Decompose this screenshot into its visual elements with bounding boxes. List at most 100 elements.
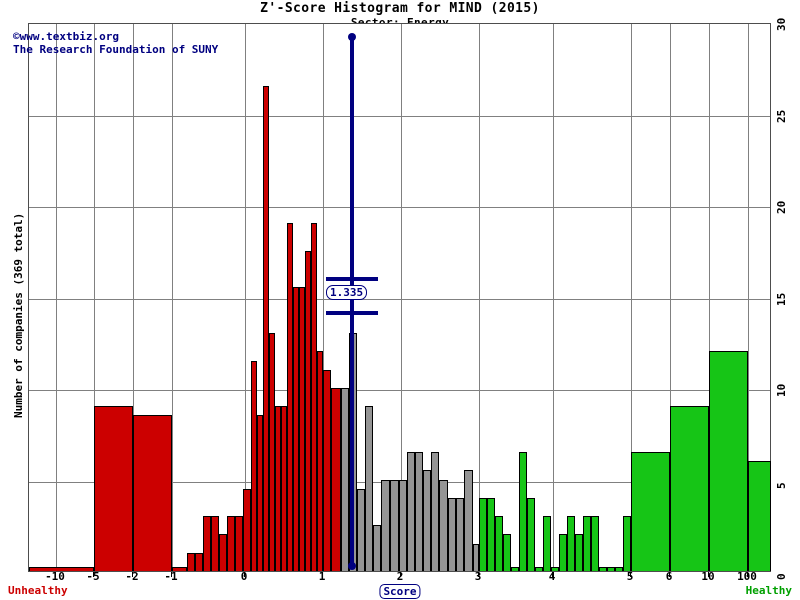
- histogram-bar: [211, 516, 219, 571]
- histogram-bar: [535, 567, 543, 571]
- histogram-bar: [583, 516, 591, 571]
- unhealthy-label: Unhealthy: [8, 584, 68, 597]
- x-axis-tick-mark: [669, 572, 670, 577]
- gridline-v: [479, 24, 480, 571]
- histogram-bar: [349, 333, 357, 571]
- x-axis-tick-mark: [400, 572, 401, 577]
- histogram-bar: [305, 250, 311, 571]
- histogram-bar: [670, 406, 709, 571]
- gridline-v: [323, 24, 324, 571]
- x-axis-tick-mark: [478, 572, 479, 577]
- histogram-bar: [227, 516, 235, 571]
- x-axis-tick-mark: [552, 572, 553, 577]
- histogram-bar: [219, 534, 227, 571]
- histogram-bar: [551, 567, 559, 571]
- x-axis-tick-mark: [132, 572, 133, 577]
- x-axis-tick-mark: [93, 572, 94, 577]
- histogram-bar: [357, 488, 365, 571]
- histogram-bar: [709, 351, 748, 571]
- histogram-bar: [464, 470, 473, 571]
- histogram-bar: [503, 534, 511, 571]
- histogram-bar: [495, 516, 503, 571]
- histogram-bar: [390, 479, 399, 571]
- y-axis-tick-label: 5: [775, 481, 788, 489]
- histogram-bar: [293, 287, 299, 571]
- histogram-bar: [631, 452, 670, 571]
- histogram-bar: [748, 461, 771, 571]
- y-axis-tick-label: 15: [775, 292, 788, 306]
- gridline-v: [709, 24, 710, 571]
- gridline-v: [401, 24, 402, 571]
- gridline-h: [29, 207, 770, 208]
- histogram-bar: [341, 388, 349, 571]
- histogram-bar: [317, 351, 323, 571]
- histogram-bar: [591, 516, 599, 571]
- histogram-bar: [479, 497, 487, 571]
- y-axis-tick-label: 20: [775, 200, 788, 214]
- histogram-bar: [567, 516, 575, 571]
- histogram-bars: [29, 24, 771, 571]
- histogram-bar: [187, 552, 195, 571]
- histogram-bar: [323, 369, 331, 571]
- gridline-v: [172, 24, 173, 571]
- y-axis-tick-label: 30: [775, 17, 788, 31]
- histogram-bar: [623, 516, 631, 571]
- gridline-h: [29, 298, 770, 300]
- histogram-bar: [257, 415, 263, 571]
- histogram-bar: [243, 488, 251, 571]
- histogram-bar: [94, 406, 133, 571]
- histogram-bar: [599, 567, 607, 571]
- y-axis-tick-label: 10: [775, 383, 788, 397]
- x-axis-tick-mark: [55, 572, 56, 577]
- page-title: Z'-Score Histogram for MIND (2015): [260, 1, 540, 16]
- gridline-h: [29, 390, 770, 391]
- histogram-bar: [195, 552, 203, 571]
- histogram-bar: [511, 567, 519, 571]
- histogram-bar: [235, 516, 243, 571]
- x-axis-tick-mark: [322, 572, 323, 577]
- histogram-bar: [423, 470, 431, 571]
- histogram-bar: [607, 567, 615, 571]
- histogram-bar: [407, 452, 415, 571]
- histogram-bar: [439, 479, 448, 571]
- histogram-bar: [365, 406, 373, 571]
- histogram-bar: [133, 415, 172, 571]
- gridline-v: [553, 24, 554, 571]
- histogram-bar: [473, 543, 479, 571]
- x-axis-tick-mark: [630, 572, 631, 577]
- histogram-bar: [299, 287, 305, 571]
- watermark-line-2: The Research Foundation of SUNY: [13, 43, 219, 56]
- histogram-bar: [519, 452, 527, 571]
- x-axis-tick-mark: [708, 572, 709, 577]
- y-axis-tick-label: 25: [775, 109, 788, 123]
- histogram-bar: [287, 223, 293, 571]
- histogram-bar: [311, 223, 317, 571]
- histogram-bar: [456, 497, 464, 571]
- histogram-bar: [381, 479, 390, 571]
- histogram-bar: [431, 452, 439, 571]
- histogram-bar: [373, 525, 381, 571]
- gridline-v: [133, 24, 134, 571]
- histogram-bar: [527, 497, 535, 571]
- histogram-bar: [543, 516, 551, 571]
- histogram-bar: [331, 388, 341, 571]
- gridline-v: [245, 24, 246, 571]
- histogram-bar: [251, 360, 257, 571]
- histogram-bar: [172, 567, 187, 571]
- histogram-bar: [203, 516, 211, 571]
- watermark: ©www.textbiz.org The Research Foundation…: [13, 30, 218, 56]
- x-axis-tick-mark: [747, 572, 748, 577]
- gridline-v: [670, 24, 671, 571]
- histogram-bar: [29, 567, 94, 571]
- gridline-h: [29, 115, 770, 117]
- histogram-bar: [575, 534, 583, 571]
- histogram-bar: [263, 86, 269, 571]
- x-axis-tick-mark: [244, 572, 245, 577]
- histogram-bar: [399, 479, 407, 571]
- histogram-bar: [269, 333, 275, 571]
- gridline-v: [94, 24, 95, 571]
- histogram-bar: [559, 534, 567, 571]
- watermark-line-1: ©www.textbiz.org: [13, 30, 119, 43]
- y-axis-title: Number of companies (369 total): [12, 212, 25, 418]
